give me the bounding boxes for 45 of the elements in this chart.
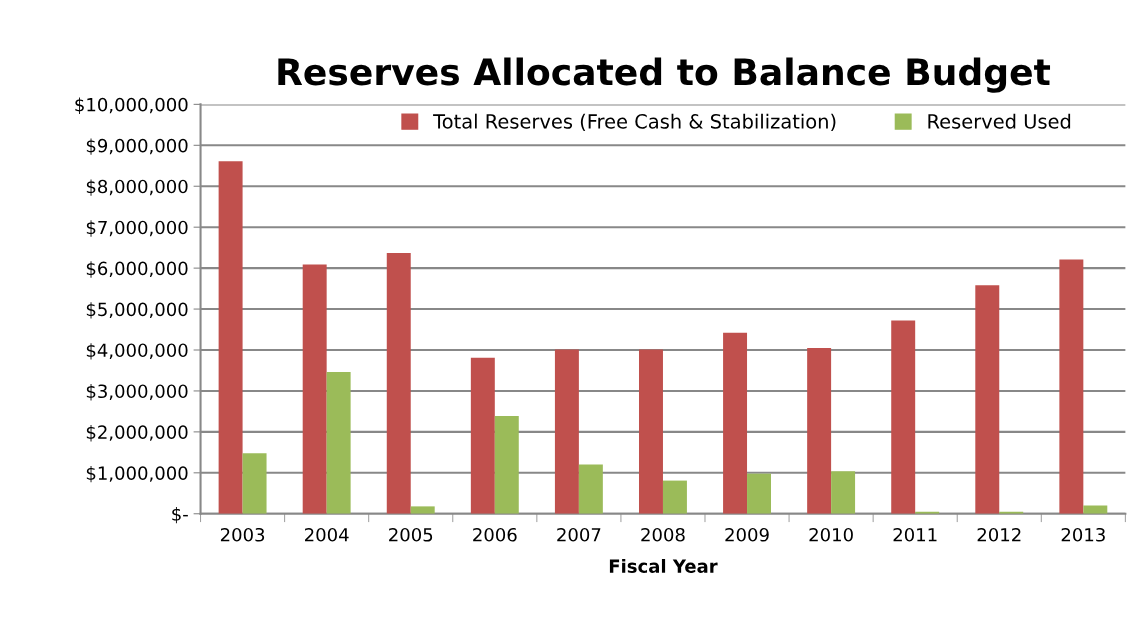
- bar: [386, 252, 411, 514]
- x-tick-label: 2008: [641, 527, 685, 542]
- bar: [242, 453, 267, 514]
- y-tick-label: $6,000,000: [86, 261, 188, 278]
- bar: [975, 285, 1000, 514]
- y-tick-label: $4,000,000: [86, 343, 188, 360]
- legend-label: Reserved Used: [928, 113, 1071, 129]
- bar: [891, 320, 916, 514]
- x-tick-label: 2004: [305, 527, 349, 542]
- x-tick-label: 2007: [557, 527, 601, 542]
- x-tick-label: 2011: [893, 527, 937, 542]
- bar: [326, 372, 351, 514]
- y-tick-label: $2,000,000: [86, 425, 188, 442]
- y-tick-label: $8,000,000: [86, 179, 188, 196]
- x-tick-label: 2010: [809, 527, 853, 542]
- bar: [554, 349, 579, 514]
- x-tick-label: 2012: [977, 527, 1021, 542]
- y-tick-label: $10,000,000: [75, 97, 188, 114]
- x-tick-label: 2006: [473, 527, 517, 542]
- y-tick-label: $-: [172, 506, 188, 524]
- bar: [494, 415, 519, 514]
- y-tick-label: $7,000,000: [86, 220, 188, 237]
- bar: [807, 347, 832, 514]
- bar: [723, 332, 748, 514]
- y-tick-label: $5,000,000: [86, 302, 188, 319]
- bar: [218, 161, 243, 514]
- bar: [578, 464, 603, 514]
- x-tick-label: 2009: [725, 527, 769, 542]
- x-tick-label: 2005: [389, 527, 433, 542]
- y-tick-label: $1,000,000: [86, 465, 188, 483]
- bar: [410, 506, 435, 514]
- bar: [1059, 259, 1084, 514]
- bar: [639, 349, 663, 514]
- bar: [302, 264, 327, 514]
- x-tick-label: 2003: [220, 527, 265, 542]
- bar: [831, 471, 856, 514]
- chart-title: Reserves Allocated to Balance Budget: [278, 57, 1051, 93]
- bar: [747, 473, 771, 514]
- x-axis-title: Fiscal Year: [609, 559, 718, 573]
- bar: [662, 480, 687, 514]
- legend-label: Total Reserves (Free Cash & Stabilization): [433, 113, 836, 132]
- y-tick-label: $9,000,000: [86, 138, 188, 155]
- y-tick-label: $3,000,000: [86, 384, 188, 401]
- x-tick-label: 2013: [1061, 527, 1105, 542]
- bar: [470, 357, 495, 514]
